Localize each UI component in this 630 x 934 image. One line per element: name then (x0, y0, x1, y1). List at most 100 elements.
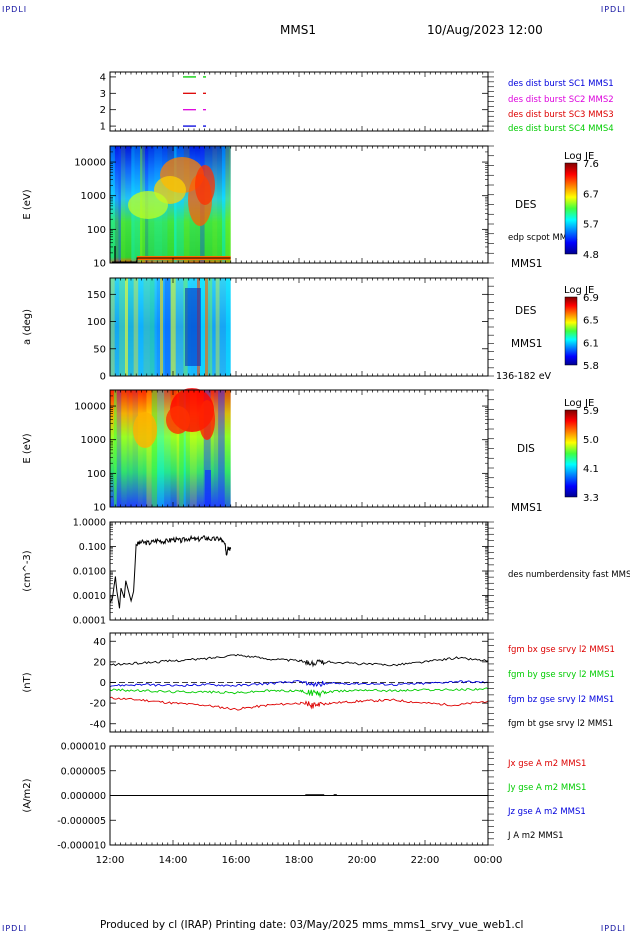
des-pitch-label: DES (515, 305, 537, 317)
dis-energy-ylabel: E (eV) (22, 433, 33, 463)
time-tick-label: 22:00 (411, 855, 440, 866)
dis-energy-column (218, 390, 225, 507)
des-energy-column (110, 146, 115, 263)
colorbar-tick-label-3: 5.9 (583, 406, 599, 417)
burst-tick-label: 1 (100, 122, 106, 133)
des-pitch-column (114, 278, 120, 376)
time-tick-label: 12:00 (96, 855, 125, 866)
des-energy-column (221, 146, 226, 263)
des-pitch-tick-label: 150 (87, 290, 106, 301)
des-energy-column (174, 146, 177, 263)
legend-burst-sc3: des dist burst SC3 MMS3 (508, 110, 614, 120)
des-pitch-tick-label: 50 (93, 344, 106, 355)
dis-energy-column (170, 390, 177, 507)
des-pitch-bg (110, 278, 231, 376)
fgm-series-0 (110, 696, 488, 711)
des-energy-column (167, 146, 175, 263)
fgm-series-3 (110, 653, 488, 668)
dis-energy-column (176, 390, 180, 507)
colorbar-tick-label-3: 5.0 (583, 435, 599, 446)
current-jz-label: Jz gse A m2 MMS1 (508, 807, 586, 817)
dis-energy-column (164, 390, 171, 507)
colorbar-2 (564, 296, 578, 366)
des-energy-tick-label: 10 (93, 259, 106, 270)
footer-credit: Produced by cl (IRAP) Printing date: 03/… (100, 919, 524, 931)
colorbar-tick-label-1: 4.8 (583, 250, 599, 261)
burst-tick-label: 3 (100, 89, 106, 100)
des-energy-hot-region (195, 165, 215, 205)
colorbar-tick-label-1: 6.7 (583, 189, 599, 200)
dis-energy-column (183, 390, 186, 507)
colorbar-title-3: Log JE (564, 398, 594, 409)
dis-energy-column (196, 390, 204, 507)
des-energy-column (229, 146, 231, 263)
dis-energy-column (143, 390, 147, 507)
des-pitch-column (215, 278, 220, 376)
colorbar-tick-label-1: 5.7 (583, 220, 599, 231)
dis-energy-column (126, 390, 130, 507)
time-tick-label: 00:00 (474, 855, 503, 866)
dis-energy-column (146, 390, 152, 507)
current-j-label: J A m2 MMS1 (508, 831, 564, 841)
des-pitch-column (209, 278, 213, 376)
burst-tick-label: 4 (100, 72, 106, 83)
colorbar-title-1: Log JE (564, 151, 594, 162)
fgm-tick-label: -40 (90, 719, 106, 730)
des-pitch-column (219, 278, 226, 376)
panel-frame (109, 71, 489, 132)
des-energy-column (225, 146, 230, 263)
pitch-energy-range-label: 136-182 eV (496, 371, 552, 382)
dis-energy-column (121, 390, 127, 507)
dis-energy-column (132, 390, 138, 507)
colorbar-tick-label-2: 5.8 (583, 361, 599, 372)
burst-tick-label: 2 (100, 105, 106, 116)
density-series (110, 534, 232, 609)
des-energy-sc-label: MMS1 (511, 258, 543, 270)
density-tick-label: 0.0100 (73, 567, 106, 578)
des-pitch-low-region (185, 288, 201, 366)
time-tick-label: 18:00 (285, 855, 314, 866)
des-pitch-column (119, 278, 126, 376)
edp-scpot-line (112, 257, 231, 263)
des-energy-hot-region (128, 191, 168, 219)
fgm-series-1 (110, 687, 488, 699)
des-energy-column (120, 146, 126, 263)
current-jx-label: Jx gse A m2 MMS1 (508, 759, 587, 769)
density-tick-label: 1.0000 (73, 518, 106, 529)
spacecraft-title: MMS1 (280, 23, 316, 37)
dis-energy-hot-region (199, 400, 215, 440)
colorbar-tick-label-1: 7.6 (583, 159, 599, 170)
current-ylabel: (A/m2) (22, 778, 33, 812)
des-pitch-column (212, 278, 215, 376)
des-energy-tick-label: 100 (87, 225, 106, 236)
timeseries-layer (110, 76, 488, 796)
dis-energy-column (213, 390, 219, 507)
des-pitch-tick-label: 0 (100, 372, 106, 383)
dis-energy-tick-label: 1000 (81, 435, 106, 446)
density-tick-label: 0.0001 (73, 616, 106, 627)
fgm-tick-label: 40 (93, 637, 106, 648)
current-tick-label: -0.000005 (57, 816, 106, 827)
spectrogram-layer (110, 146, 231, 507)
corner-label-bottom-right: IPDLI (600, 924, 626, 933)
des-pitch-column (198, 278, 206, 376)
date-title: 10/Aug/2023 12:00 (427, 23, 543, 37)
corner-label-top-right: IPDLI (600, 5, 626, 14)
colorbar-tick-label-3: 3.3 (583, 493, 599, 504)
panel-frame (109, 521, 489, 621)
colorbar-title-2: Log JE (564, 285, 594, 296)
current-tick-label: -0.000010 (57, 841, 106, 852)
corner-label-bottom-left: IPDLI (2, 924, 28, 933)
dis-energy-label: DIS (517, 443, 535, 455)
legend-burst-sc1: des dist burst SC1 MMS1 (508, 79, 614, 89)
dis-energy-column (129, 390, 132, 507)
dis-energy-sc-label: MMS1 (511, 502, 543, 514)
fgm-bt-label: fgm bt gse srvy l2 MMS1 (508, 719, 614, 729)
des-pitch-column (143, 278, 150, 376)
des-pitch-column (164, 278, 171, 376)
des-energy-column (217, 146, 222, 263)
des-energy-column (212, 146, 218, 263)
des-pitch-ylabel: a (deg) (22, 309, 33, 345)
des-energy-tick-label: 10000 (74, 158, 106, 169)
fgm-series-2 (110, 680, 488, 688)
